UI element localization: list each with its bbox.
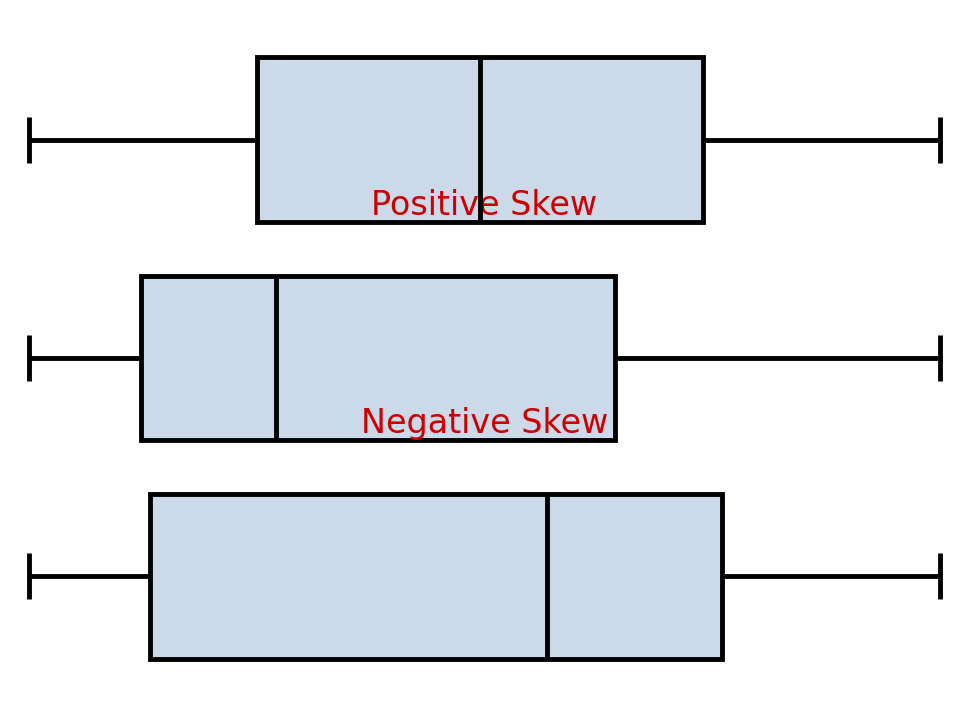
Text: Negative Skew: Negative Skew xyxy=(360,407,609,440)
Bar xyxy=(257,57,703,222)
Bar xyxy=(150,494,722,659)
Bar xyxy=(141,276,615,440)
Text: Normal Distribution: Normal Distribution xyxy=(322,0,647,4)
Bar xyxy=(257,57,703,222)
Bar xyxy=(150,494,722,659)
Text: Positive Skew: Positive Skew xyxy=(371,189,598,222)
Bar xyxy=(141,276,615,440)
